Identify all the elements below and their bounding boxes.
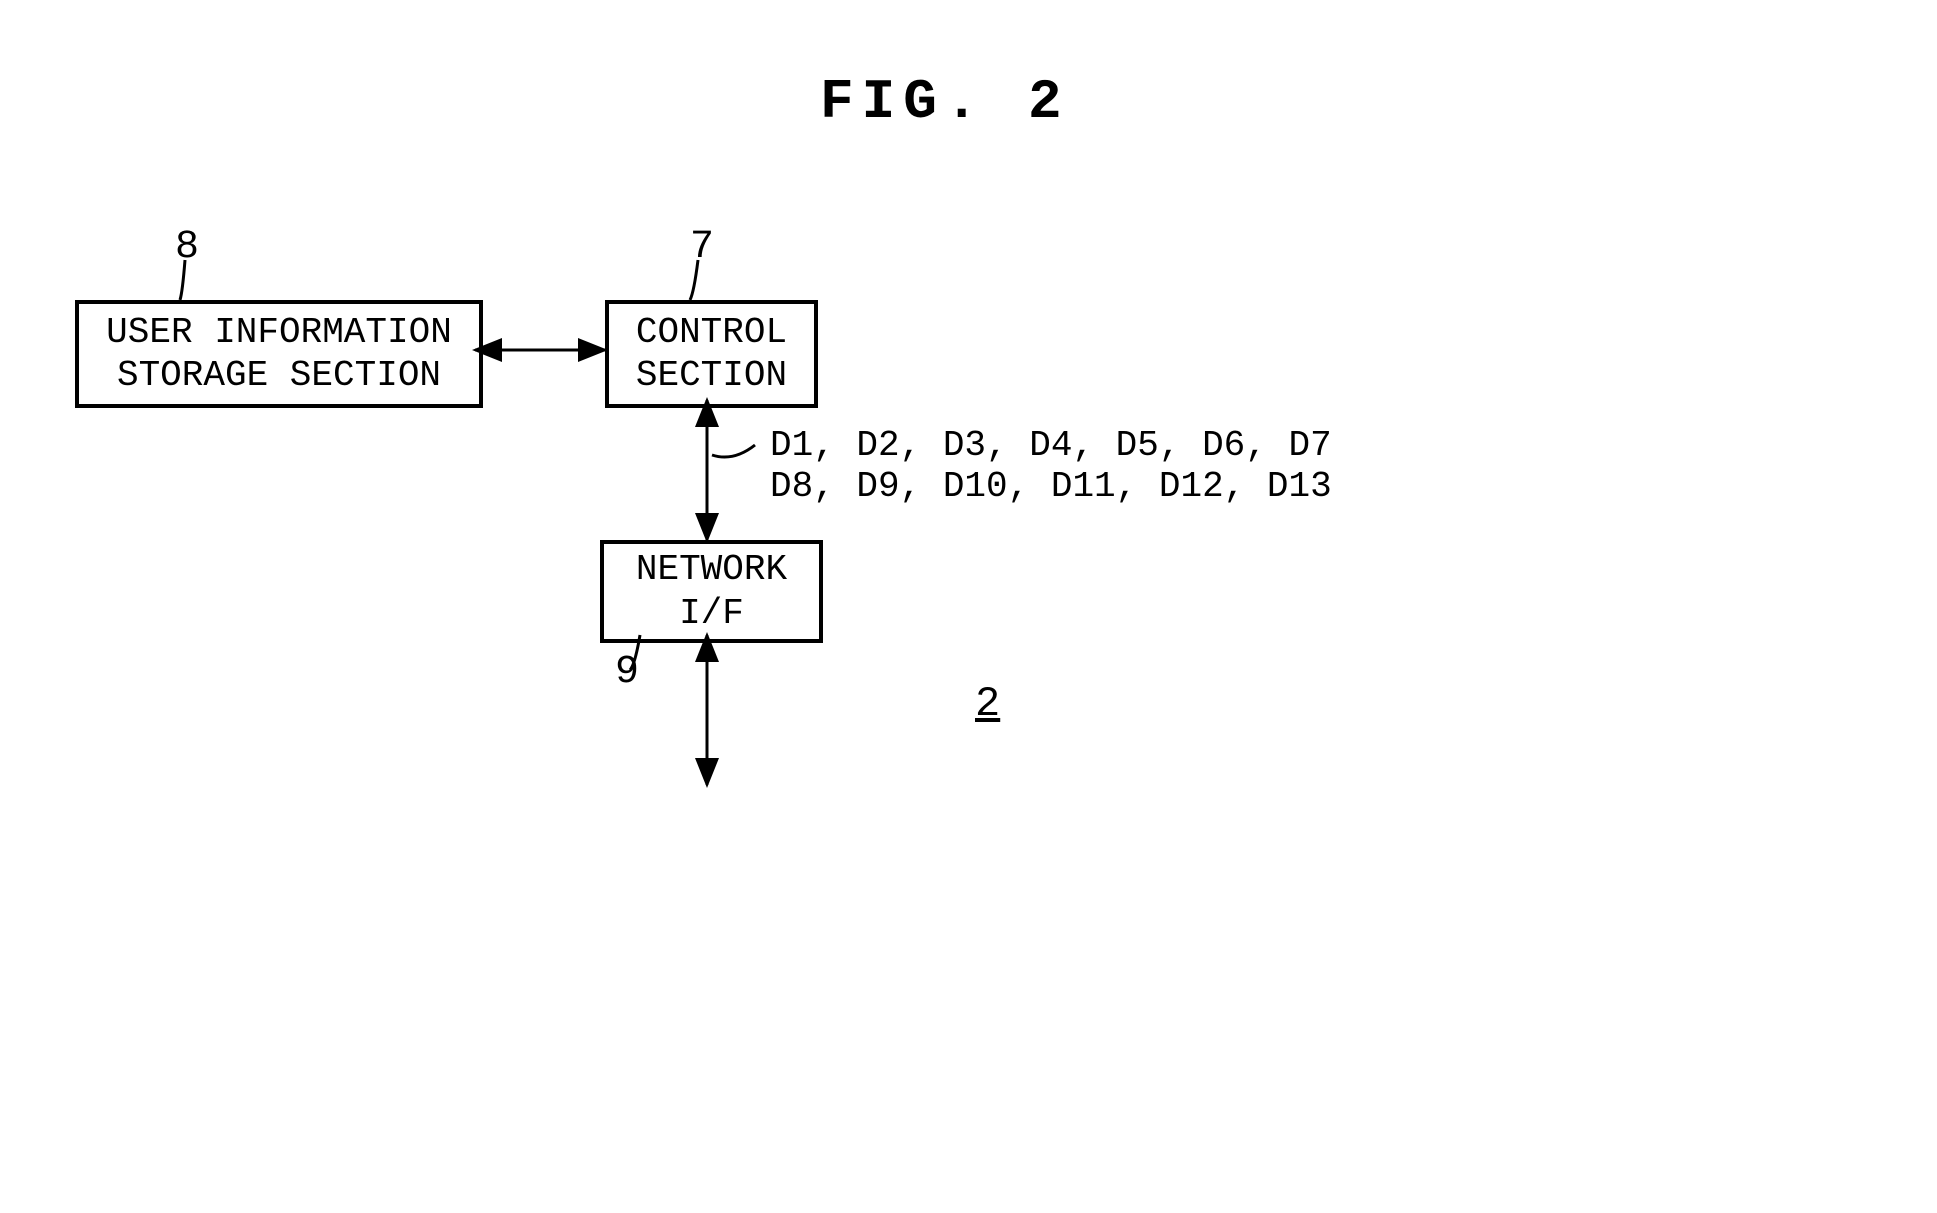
network-if-label: NETWORK I/F bbox=[636, 548, 787, 634]
figure-title: FIG. 2 bbox=[820, 70, 1070, 134]
data-signals-line1: D1, D2, D3, D4, D5, D6, D7 bbox=[770, 425, 1332, 466]
data-signals-line2: D8, D9, D10, D11, D12, D13 bbox=[770, 466, 1332, 507]
data-signals-label: D1, D2, D3, D4, D5, D6, D7 D8, D9, D10, … bbox=[770, 425, 1332, 507]
figure-ref-number: 2 bbox=[975, 680, 1000, 728]
ref-label-9: 9 bbox=[615, 650, 639, 695]
control-section-box: CONTROL SECTION bbox=[605, 300, 818, 408]
user-info-storage-box: USER INFORMATION STORAGE SECTION bbox=[75, 300, 483, 408]
lead-data bbox=[712, 445, 755, 457]
ref-label-8: 8 bbox=[175, 225, 199, 270]
control-section-label: CONTROL SECTION bbox=[636, 311, 787, 397]
connector-overlay bbox=[0, 0, 1937, 1213]
network-if-box: NETWORK I/F bbox=[600, 540, 823, 643]
ref-label-7: 7 bbox=[690, 225, 714, 270]
user-info-storage-label: USER INFORMATION STORAGE SECTION bbox=[106, 311, 452, 397]
